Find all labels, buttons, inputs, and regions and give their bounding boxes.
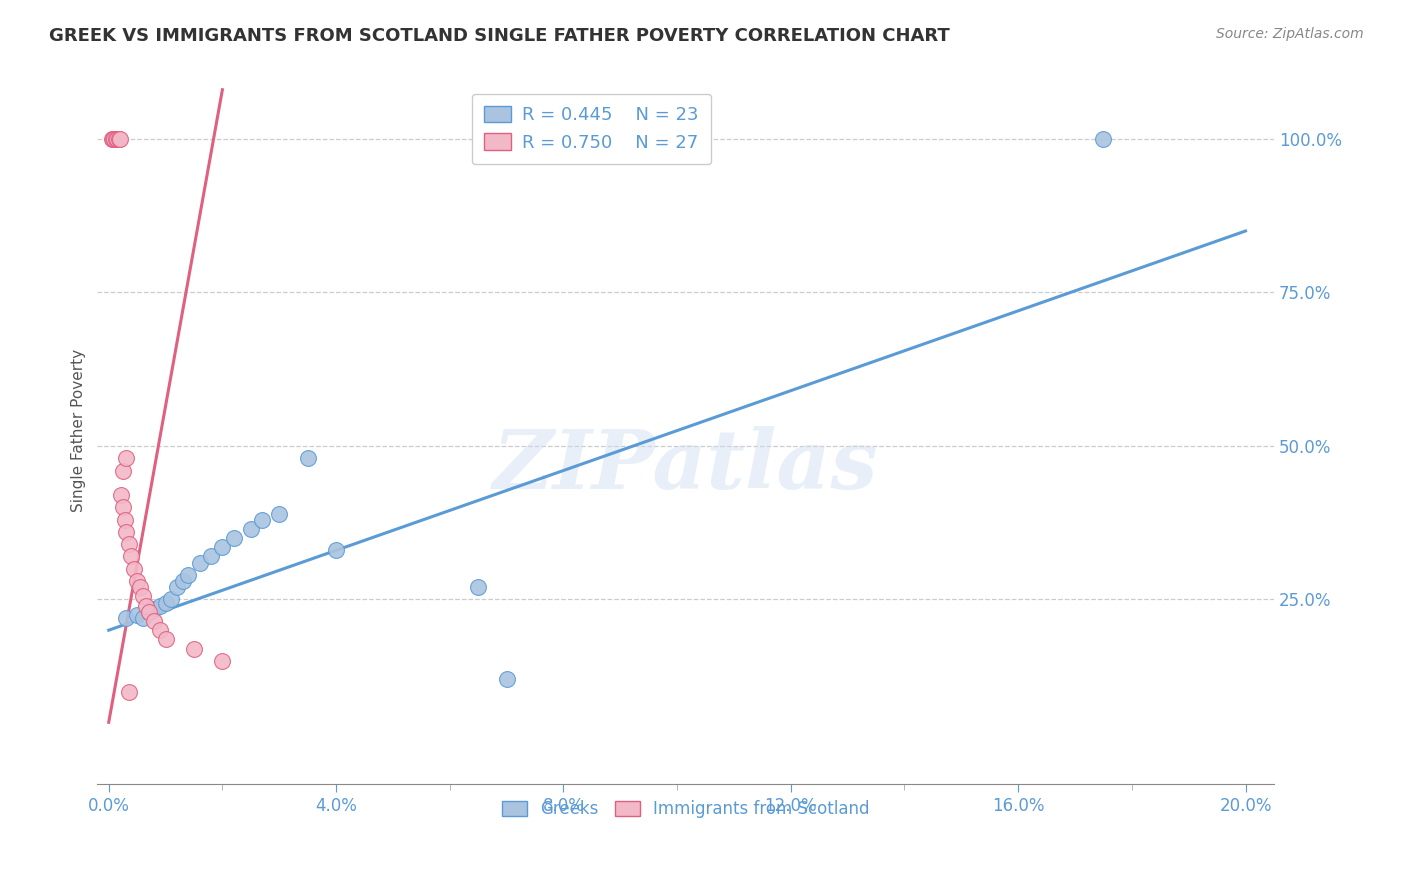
- Point: [211, 654, 233, 668]
- Point: [103, 132, 125, 146]
- Text: GREEK VS IMMIGRANTS FROM SCOTLAND SINGLE FATHER POVERTY CORRELATION CHART: GREEK VS IMMIGRANTS FROM SCOTLAND SINGLE…: [49, 27, 950, 45]
- Point: [155, 632, 177, 647]
- Point: [132, 611, 155, 625]
- Point: [166, 580, 188, 594]
- Point: [100, 132, 122, 146]
- Point: [114, 611, 136, 625]
- Point: [183, 641, 205, 656]
- Point: [143, 614, 166, 628]
- Point: [138, 605, 160, 619]
- Point: [177, 568, 200, 582]
- Point: [105, 132, 128, 146]
- Point: [108, 132, 131, 146]
- Y-axis label: Single Father Poverty: Single Father Poverty: [72, 349, 86, 512]
- Text: Source: ZipAtlas.com: Source: ZipAtlas.com: [1216, 27, 1364, 41]
- Point: [127, 607, 149, 622]
- Point: [149, 623, 172, 637]
- Point: [104, 132, 127, 146]
- Point: [467, 580, 489, 594]
- Point: [172, 574, 194, 588]
- Point: [111, 500, 134, 515]
- Point: [111, 463, 134, 477]
- Point: [117, 684, 139, 698]
- Point: [132, 590, 155, 604]
- Point: [200, 549, 222, 564]
- Point: [250, 513, 273, 527]
- Point: [120, 549, 142, 564]
- Point: [114, 513, 136, 527]
- Point: [127, 574, 149, 588]
- Point: [135, 599, 157, 613]
- Point: [495, 673, 517, 687]
- Point: [124, 562, 146, 576]
- Point: [110, 488, 132, 502]
- Point: [129, 580, 152, 594]
- Point: [143, 601, 166, 615]
- Point: [1092, 132, 1115, 146]
- Point: [103, 132, 125, 146]
- Point: [211, 541, 233, 555]
- Point: [222, 531, 245, 545]
- Point: [155, 596, 177, 610]
- Point: [239, 522, 262, 536]
- Point: [188, 556, 211, 570]
- Text: ZIPatlas: ZIPatlas: [494, 425, 879, 506]
- Point: [269, 507, 291, 521]
- Point: [117, 537, 139, 551]
- Point: [138, 605, 160, 619]
- Point: [325, 543, 347, 558]
- Point: [297, 451, 319, 466]
- Legend: Greeks, Immigrants from Scotland: Greeks, Immigrants from Scotland: [495, 794, 876, 825]
- Point: [149, 599, 172, 613]
- Point: [114, 524, 136, 539]
- Point: [108, 132, 131, 146]
- Point: [114, 451, 136, 466]
- Point: [160, 592, 183, 607]
